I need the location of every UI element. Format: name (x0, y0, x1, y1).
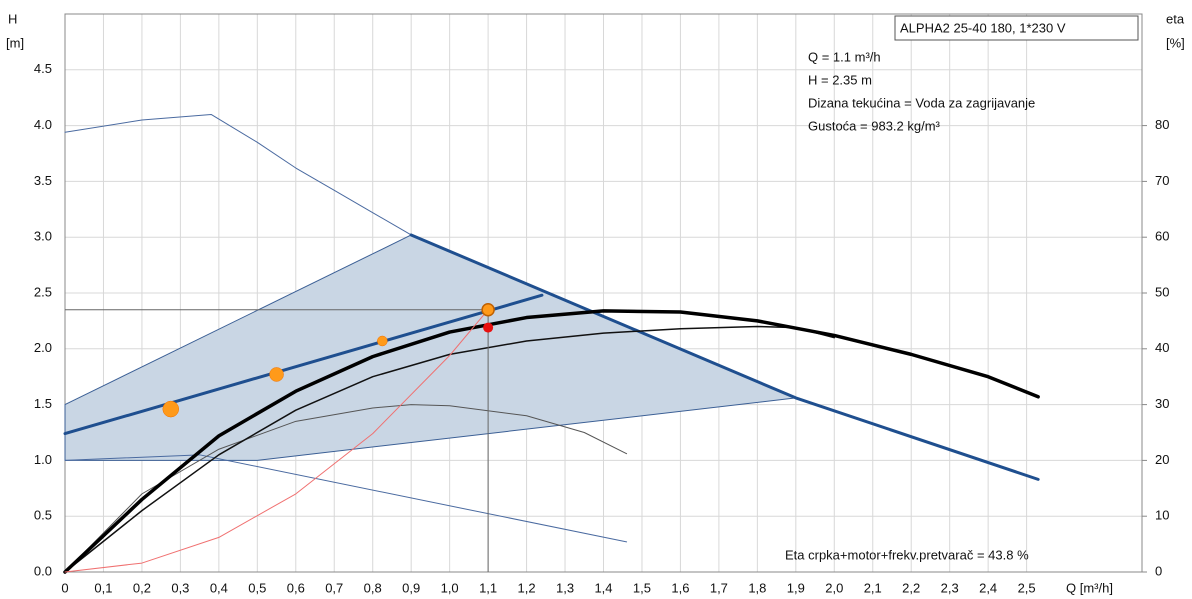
y2-tick-label: 60 (1155, 229, 1169, 244)
x-label: Q [m³/h] (1066, 580, 1113, 595)
y2-tick-label: 50 (1155, 284, 1169, 299)
x-tick-label: 1,0 (441, 580, 459, 595)
y-tick-label: 0.5 (34, 508, 52, 523)
y-tick-label: 2.5 (34, 284, 52, 299)
x-tick-label: 0,9 (402, 580, 420, 595)
x-tick-label: 1,2 (518, 580, 536, 595)
info-box (894, 15, 1139, 41)
y2-tick-label: 20 (1155, 452, 1169, 467)
point (269, 367, 284, 382)
x-tick-label: 1,3 (556, 580, 574, 595)
info-line: Dizana tekućina = Voda za zagrijavanje (808, 95, 1035, 110)
y2-label: eta (1166, 11, 1185, 26)
y2-tick-label: 70 (1155, 173, 1169, 188)
y-unit: [m] (6, 35, 24, 50)
plot-frame (64, 13, 1143, 573)
x-tick-label: 0,1 (94, 580, 112, 595)
x-tick-label: 0,7 (325, 580, 343, 595)
curve (63, 293, 544, 436)
curve (63, 309, 1040, 574)
curve (64, 404, 628, 573)
y-tick-label: 4.0 (34, 117, 52, 132)
duty-point (483, 322, 494, 333)
x-tick-label: 2,3 (941, 580, 959, 595)
x-tick-label: 2,1 (864, 580, 882, 595)
x-tick-label: 2,2 (902, 580, 920, 595)
x-tick-label: 1,4 (594, 580, 612, 595)
x-tick-label: 0,6 (287, 580, 305, 595)
y2-tick-label: 40 (1155, 340, 1169, 355)
point (481, 302, 495, 317)
y-tick-label: 2.0 (34, 340, 52, 355)
x-tick-label: 0,2 (133, 580, 151, 595)
info-title: ALPHA2 25-40 180, 1*230 V (900, 20, 1066, 35)
x-tick-label: 0,8 (364, 580, 382, 595)
x-tick-label: 1,6 (671, 580, 689, 595)
y-tick-label: 4.5 (34, 61, 52, 76)
x-tick-label: 0,4 (210, 580, 228, 595)
y-tick-label: 3.5 (34, 173, 52, 188)
x-tick-label: 1,5 (633, 580, 651, 595)
y-tick-label: 1.5 (34, 396, 52, 411)
curve (64, 454, 628, 543)
info-line: Gustoća = 983.2 kg/m³ (808, 118, 941, 133)
curve (409, 233, 1040, 481)
info-line: Q = 1.1 m³/h (808, 49, 881, 64)
x-tick-label: 0 (61, 580, 68, 595)
y2-unit: [%] (1166, 35, 1185, 50)
x-tick-label: 1,1 (479, 580, 497, 595)
info-line: H = 2.35 m (808, 72, 872, 87)
x-tick-label: 2,5 (1018, 580, 1036, 595)
x-tick-label: 1,9 (787, 580, 805, 595)
point (377, 335, 388, 347)
x-tick-label: 2,0 (825, 580, 843, 595)
x-tick-label: 1,7 (710, 580, 728, 595)
curve (64, 309, 489, 573)
x-tick-label: 0,5 (248, 580, 266, 595)
x-tick-label: 0,3 (171, 580, 189, 595)
footer-note: Eta crpka+motor+frekv.pretvarač = 43.8 % (785, 547, 1029, 562)
y-tick-label: 3.0 (34, 229, 52, 244)
y2-tick-label: 30 (1155, 396, 1169, 411)
x-tick-label: 1,8 (748, 580, 766, 595)
y2-tick-label: 10 (1155, 508, 1169, 523)
point (162, 400, 180, 418)
y-label: H (8, 11, 17, 26)
x-tick-label: 2,4 (979, 580, 997, 595)
y2-tick-label: 80 (1155, 117, 1169, 132)
y-tick-label: 1.0 (34, 452, 52, 467)
y-tick-label: 0.0 (34, 563, 52, 578)
y2-tick-label: 0 (1155, 563, 1162, 578)
curve (64, 113, 412, 236)
